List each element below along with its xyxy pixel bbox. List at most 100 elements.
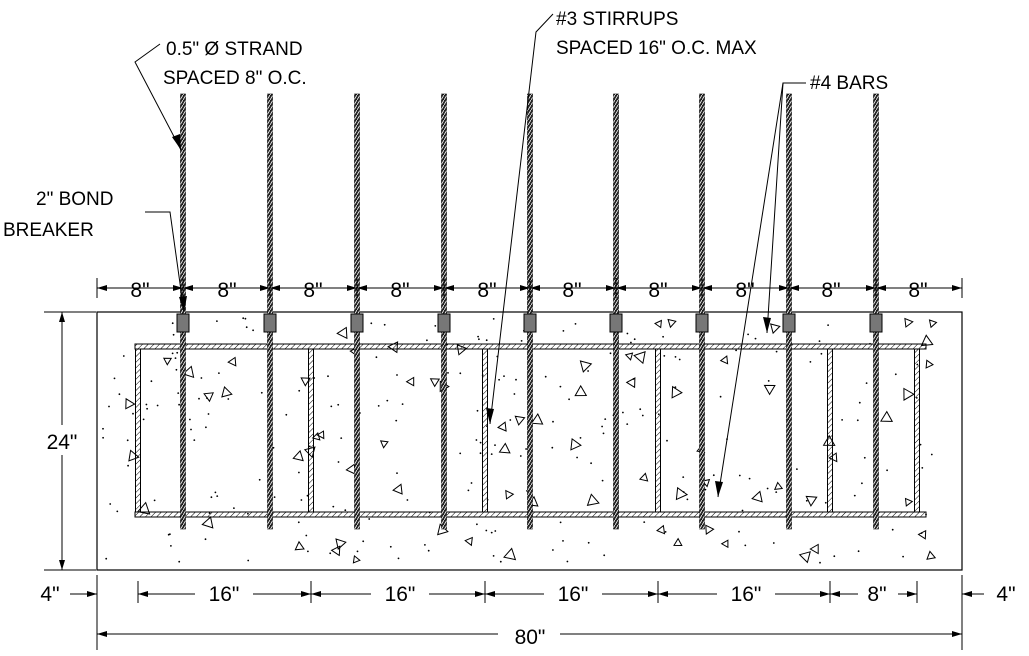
aggregate-triangle [125, 397, 136, 410]
aggregate-triangle [498, 442, 511, 454]
dimension-arrow [183, 285, 193, 291]
aggregate-triangle [920, 334, 934, 347]
aggregate-triangle [656, 524, 666, 535]
aggregate-triangle [162, 357, 173, 366]
dimension-arrow [173, 285, 183, 291]
stirrup-note-line2: SPACED 16" O.C. MAX [556, 38, 757, 59]
dimension-arrow [702, 285, 712, 291]
aggregate-triangle [503, 547, 517, 561]
strands [176, 93, 883, 530]
aggregate-triangle [429, 378, 441, 388]
dimension-arrow [876, 285, 886, 291]
aggregate-triangle [769, 323, 781, 335]
dimension-arrow [444, 285, 454, 291]
aggregate-triangle [633, 351, 646, 365]
aggregate-triangle [336, 326, 348, 340]
aggregate-triangle [352, 554, 361, 564]
aggregate-triangle [335, 538, 347, 550]
dimension-arrow [648, 591, 658, 597]
strand-texture [180, 94, 186, 529]
aggregate-triangle [928, 319, 938, 329]
dimension-arrow [962, 591, 972, 597]
bottom-dim-label: 16" [731, 583, 762, 606]
aggregate-triangle [294, 540, 305, 551]
aggregate-triangle [667, 318, 677, 329]
bond-breaker [263, 313, 277, 333]
dimension-arrow [347, 285, 357, 291]
aggregate-triangle [904, 317, 914, 328]
aggregate-triangle [917, 529, 927, 540]
bottom-dimension-labels: 16" 16" 16" 16" 8" [195, 582, 898, 608]
aggregate-triangle [763, 384, 776, 396]
aggregate-triangle [586, 493, 600, 506]
dimension-arrow [692, 285, 702, 291]
bottom-right-cover-label: 4" [996, 583, 1015, 606]
bond-breaker [176, 313, 190, 333]
bottom-dim-label: 16" [209, 583, 240, 606]
dimension-arrow [59, 560, 65, 570]
dimension-arrow [606, 285, 616, 291]
dimension-arrow [820, 591, 830, 597]
dimension-arrow [485, 591, 495, 597]
aggregate-triangle [719, 355, 729, 365]
aggregate-triangle [904, 497, 914, 507]
dimension-arrow [952, 285, 962, 291]
aggregate-triangle [514, 415, 526, 426]
aggregate-triangle [316, 430, 325, 440]
aggregate-triangle [774, 481, 784, 491]
strand-texture [354, 94, 360, 529]
dimension-arrow [97, 631, 107, 637]
bottom-dim-label: 8" [867, 583, 886, 606]
top-dim-label: 8" [303, 279, 322, 302]
bond-breaker [350, 313, 364, 333]
aggregate-triangle [705, 524, 715, 536]
top-dim-label: 8" [217, 279, 236, 302]
stirrup-leg [914, 348, 920, 513]
aggregate-triangle [330, 545, 341, 557]
top-dim-label: 8" [477, 279, 496, 302]
strand-note-line1: 0.5" Ø STRAND [166, 39, 303, 60]
dimension-arrow [616, 285, 626, 291]
aggregate-triangle [579, 360, 593, 373]
dimension-arrow [87, 591, 97, 597]
top-dim-label: 8" [390, 279, 409, 302]
aggregate-triangle [128, 449, 140, 462]
aggregate-triangle [392, 483, 403, 495]
aggregate-triangle [311, 431, 321, 441]
aggregate-triangle [675, 486, 689, 501]
dimension-arrow [830, 591, 840, 597]
dimension-arrow [357, 285, 367, 291]
dimension-arrow [311, 591, 321, 597]
aggregate-triangle [530, 413, 544, 425]
aggregate-triangle [624, 352, 634, 361]
dimension-arrow [301, 591, 311, 597]
aggregate-triangle [505, 489, 515, 500]
bond-breaker [869, 313, 883, 333]
stirrup-note-line1: #3 STIRRUPS [556, 9, 678, 30]
aggregate-triangle [751, 490, 763, 503]
bottom-left-cover-label: 4" [40, 583, 59, 606]
height-dim-label: 24" [47, 431, 78, 454]
top-dim-label: 8" [562, 279, 581, 302]
strand-note-line2: SPACED 8" O.C. [163, 68, 307, 89]
top-dimension-labels: 8" 8" 8" 8" 8" 8" 8" 8" 8" 8" [130, 279, 927, 302]
dimension-arrow [907, 591, 917, 597]
aggregate-triangle [292, 449, 304, 462]
top-dim-label: 8" [821, 279, 840, 302]
top-dim-label: 8" [130, 279, 149, 302]
dimension-arrow [530, 285, 540, 291]
aggregate-triangle [405, 376, 415, 387]
aggregate-triangle [926, 550, 937, 560]
strand-texture [441, 94, 447, 529]
dimension-arrow [952, 631, 962, 637]
aggregate-triangle [497, 421, 507, 432]
aggregate-triangle [203, 392, 215, 403]
aggregate-triangle [671, 385, 683, 399]
total-length-label: 80" [515, 626, 546, 649]
strand-texture [527, 94, 533, 529]
stirrup-leg [827, 348, 833, 513]
bars-note: #4 BARS [810, 73, 888, 94]
top-dim-label: 8" [648, 279, 667, 302]
aggregate-triangle [805, 495, 818, 507]
